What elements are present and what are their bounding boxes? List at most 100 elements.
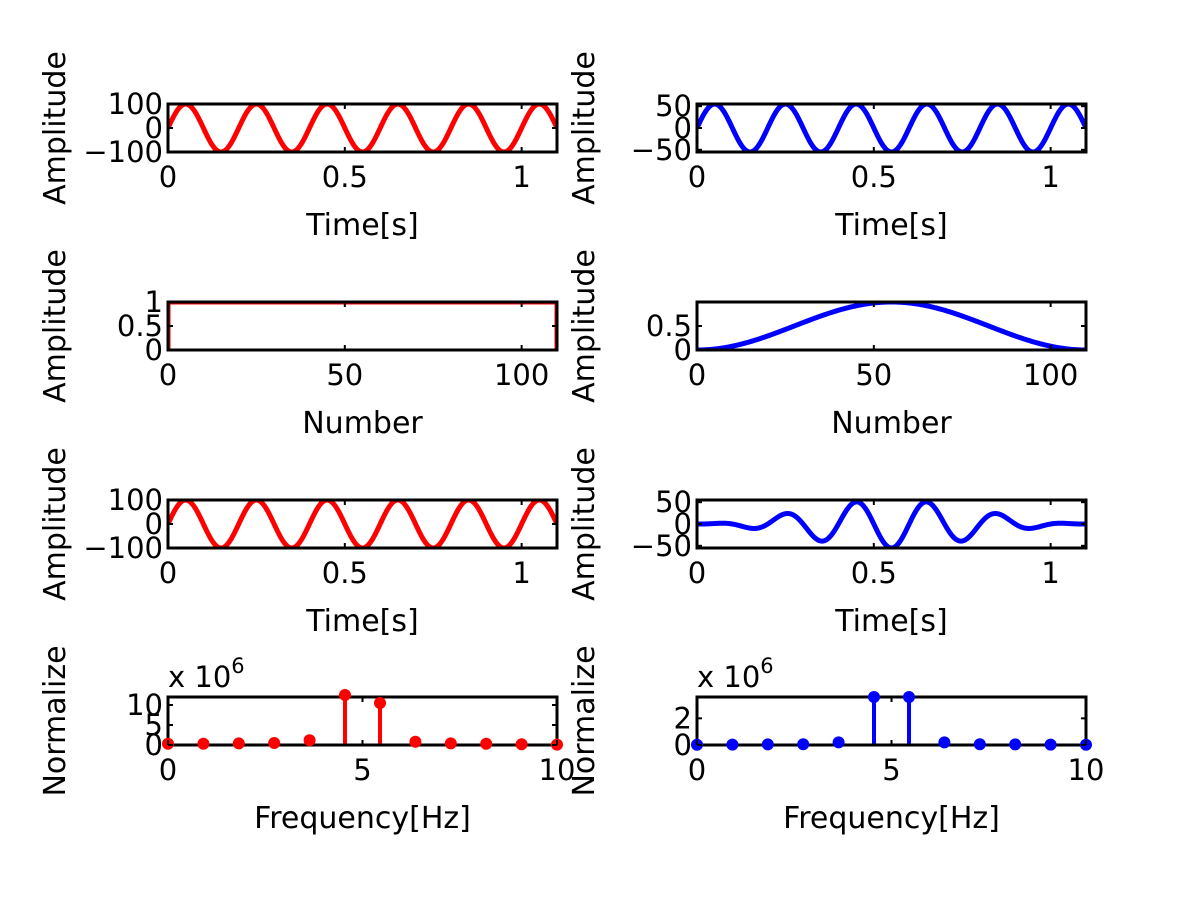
stem-marker — [374, 697, 387, 709]
x-tick-label: 0.5 — [322, 160, 368, 194]
multiplier-base: x 10 — [697, 660, 760, 694]
y-tick-label: 10 — [126, 688, 163, 722]
series-line — [696, 301, 1087, 351]
plot-area — [697, 697, 1086, 746]
stem-marker — [903, 691, 916, 703]
axes-frame — [695, 695, 1088, 747]
x-axis-label: Number — [302, 406, 423, 441]
y-tick-label: 50 — [655, 485, 692, 519]
plot-area — [167, 499, 558, 549]
y-tick-label: 0 — [145, 333, 163, 367]
y-tick-label: 2 — [674, 701, 692, 735]
x-tick-label: 0 — [159, 160, 177, 194]
y-axis-label: Amplitude — [38, 51, 73, 205]
x-tick-label: 0 — [688, 753, 706, 787]
y-tick-label: 0 — [145, 111, 163, 145]
stem-marker — [761, 738, 774, 751]
axes-frame — [695, 102, 1088, 154]
plot-area — [696, 499, 1087, 549]
multiplier-base: x 10 — [168, 660, 231, 694]
y-tick-label: 0.5 — [117, 309, 163, 343]
multiplier-exponent: 6 — [760, 654, 773, 678]
multiplier-exponent: 6 — [231, 654, 244, 678]
y-tick-label: 0 — [674, 728, 692, 762]
axes-frame — [166, 695, 559, 747]
series-line — [696, 499, 1087, 549]
y-axis-label: Amplitude — [567, 249, 602, 403]
series-line — [167, 499, 558, 549]
stem-marker — [1009, 738, 1022, 751]
y-tick-label: −100 — [83, 135, 163, 169]
x-tick-label: 0 — [159, 556, 177, 590]
x-axis-label: Time[s] — [834, 604, 947, 639]
x-axis-label: Time[s] — [834, 208, 947, 243]
plot-area — [167, 696, 557, 746]
y-scale-multiplier: x 106 — [168, 654, 245, 694]
axes-frame — [166, 498, 559, 550]
x-tick-label: 0.5 — [851, 160, 897, 194]
y-tick-label: 0 — [145, 728, 163, 762]
x-tick-label: 50 — [326, 358, 363, 392]
y-scale-multiplier: x 106 — [697, 654, 774, 694]
y-axis-label: Normalize — [567, 645, 602, 796]
y-tick-label: −100 — [83, 531, 163, 565]
stem-marker — [444, 737, 457, 750]
y-tick-label: 0 — [674, 111, 692, 145]
stem-marker — [867, 691, 880, 703]
y-tick-label: 0.5 — [646, 309, 692, 343]
y-axis-label: Amplitude — [38, 249, 73, 403]
x-tick-label: 1 — [512, 556, 530, 590]
stem-marker — [938, 736, 951, 749]
x-tick-label: 1 — [1041, 160, 1059, 194]
plot-area — [167, 301, 558, 350]
y-axis-label: Normalize — [38, 645, 73, 796]
x-tick-label: 1 — [1041, 556, 1059, 590]
stem-marker — [973, 738, 986, 751]
x-tick-label: 0 — [159, 358, 177, 392]
stem-marker — [726, 738, 739, 751]
y-tick-label: −50 — [631, 529, 692, 563]
axes-frame — [166, 300, 559, 352]
x-axis-label: Frequency[Hz] — [783, 801, 1000, 836]
stem-marker — [409, 735, 422, 748]
y-tick-label: −50 — [631, 133, 692, 167]
stem-marker — [480, 737, 493, 750]
y-axis-label: Amplitude — [567, 447, 602, 601]
x-tick-label: 0 — [688, 358, 706, 392]
stem-marker — [268, 737, 281, 749]
series-line — [696, 103, 1087, 153]
y-tick-label: 5 — [145, 708, 163, 742]
stem-marker — [197, 737, 210, 750]
x-axis-label: Time[s] — [305, 208, 418, 243]
plot-area — [696, 301, 1087, 351]
y-axis-label: Amplitude — [38, 447, 73, 601]
axes-frame — [695, 498, 1088, 550]
x-axis-label: Time[s] — [305, 604, 418, 639]
x-tick-label: 10 — [539, 753, 576, 787]
x-tick-label: 100 — [494, 358, 549, 392]
y-tick-label: 100 — [108, 87, 163, 121]
stem-marker — [1044, 738, 1057, 751]
y-tick-label: 100 — [108, 483, 163, 517]
y-tick-label: 0 — [674, 507, 692, 541]
y-tick-label: 0 — [145, 507, 163, 541]
stem-marker — [515, 738, 528, 751]
stem-marker — [832, 736, 845, 749]
x-tick-label: 5 — [353, 753, 371, 787]
axes-frame — [695, 300, 1088, 352]
series-line — [167, 301, 558, 350]
x-tick-label: 50 — [855, 358, 892, 392]
y-tick-label: 1 — [145, 285, 163, 319]
x-axis-label: Frequency[Hz] — [254, 801, 471, 836]
y-tick-label: 0 — [674, 333, 692, 367]
x-tick-label: 1 — [512, 160, 530, 194]
y-axis-label: Amplitude — [567, 51, 602, 205]
